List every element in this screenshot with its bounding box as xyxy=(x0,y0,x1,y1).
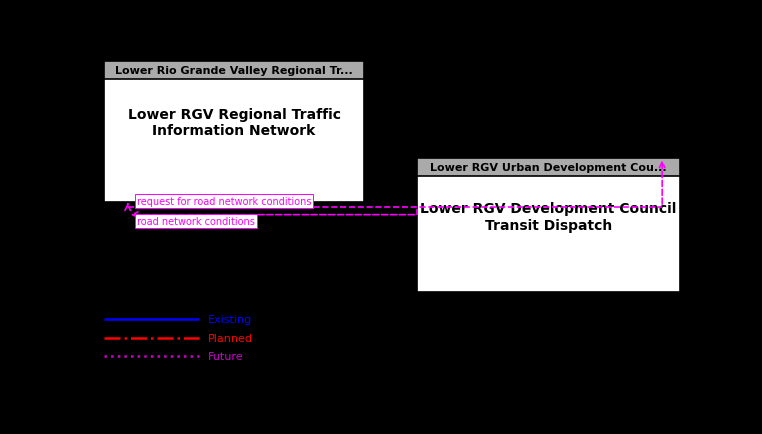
Text: Lower RGV Urban Development Cou...: Lower RGV Urban Development Cou... xyxy=(431,163,667,173)
Text: Future: Future xyxy=(207,351,243,361)
Text: Planned: Planned xyxy=(207,333,252,343)
Text: Lower Rio Grande Valley Regional Tr...: Lower Rio Grande Valley Regional Tr... xyxy=(115,66,353,76)
Bar xyxy=(104,62,364,202)
Text: Lower RGV Development Council
Transit Dispatch: Lower RGV Development Council Transit Di… xyxy=(421,202,677,232)
Text: request for road network conditions: request for road network conditions xyxy=(136,196,311,206)
Text: Lower RGV Regional Traffic
Information Network: Lower RGV Regional Traffic Information N… xyxy=(127,108,341,138)
Bar xyxy=(417,159,680,293)
Bar xyxy=(104,62,364,79)
Text: road network conditions: road network conditions xyxy=(136,216,255,226)
Text: Existing: Existing xyxy=(207,315,251,324)
Bar xyxy=(417,159,680,176)
